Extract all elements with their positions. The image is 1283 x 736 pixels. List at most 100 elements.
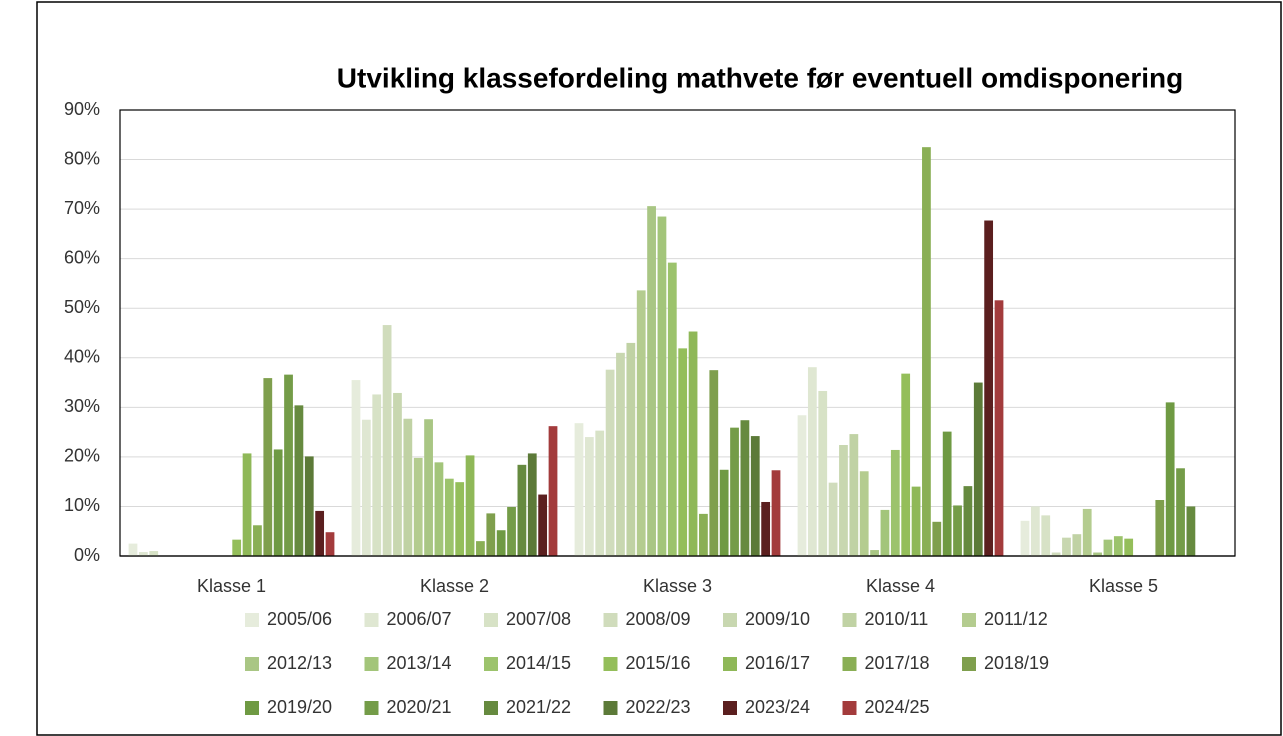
- bar: [973, 382, 983, 556]
- legend-swatch: [723, 701, 737, 715]
- x-tick-label: Klasse 3: [643, 576, 712, 596]
- legend-swatch: [364, 613, 379, 627]
- bar: [263, 378, 273, 556]
- legend-swatch: [484, 613, 498, 627]
- bar: [647, 206, 656, 557]
- bar: [818, 390, 828, 556]
- bar: [538, 494, 548, 556]
- bar: [839, 444, 848, 556]
- bar: [403, 418, 413, 556]
- bar: [994, 300, 1004, 556]
- bar: [1020, 520, 1030, 556]
- bar: [849, 434, 859, 556]
- bar: [424, 419, 433, 556]
- legend-swatch: [484, 701, 498, 715]
- legend-label: 2012/13: [267, 653, 332, 673]
- chart-title: Utvikling klassefordeling mathvete før e…: [337, 62, 1183, 93]
- legend-swatch: [842, 701, 857, 715]
- legend-label: 2024/25: [865, 697, 930, 717]
- legend-label: 2010/11: [865, 609, 929, 629]
- legend-label: 2005/06: [267, 609, 332, 629]
- bar: [138, 552, 148, 556]
- bar: [595, 430, 605, 556]
- bar: [242, 453, 252, 556]
- bar: [730, 427, 739, 556]
- bar: [325, 532, 335, 556]
- bar: [688, 331, 698, 556]
- bar: [476, 541, 485, 556]
- bar: [455, 482, 465, 556]
- y-tick-label: 90%: [64, 99, 100, 119]
- bar: [942, 431, 952, 556]
- legend-swatch: [245, 657, 259, 671]
- legend-label: 2011/12: [984, 609, 1048, 629]
- legend-label: 2020/21: [387, 697, 452, 717]
- legend-swatch: [245, 613, 259, 627]
- x-tick-label: Klasse 2: [420, 576, 489, 596]
- legend-swatch: [245, 701, 259, 715]
- bar: [870, 550, 879, 556]
- bar: [382, 325, 392, 556]
- x-tick-label: Klasse 4: [866, 576, 935, 596]
- x-tick-label: Klasse 5: [1089, 576, 1158, 596]
- bar: [963, 486, 973, 556]
- bar: [797, 415, 807, 556]
- bar: [548, 426, 558, 556]
- y-tick-label: 30%: [64, 396, 100, 416]
- bar: [1113, 536, 1123, 556]
- bar: [128, 543, 138, 556]
- bar: [807, 367, 817, 556]
- legend-label: 2007/08: [506, 609, 571, 629]
- bar: [1165, 402, 1175, 556]
- legend-swatch: [603, 657, 618, 671]
- bar: [1030, 506, 1040, 556]
- bar: [1176, 468, 1185, 556]
- bar: [740, 420, 750, 556]
- bar: [880, 509, 890, 556]
- bar: [584, 437, 594, 556]
- legend-label: 2019/20: [267, 697, 332, 717]
- bar: [657, 216, 667, 557]
- legend-label: 2023/24: [745, 697, 810, 717]
- x-tick-label: Klasse 1: [197, 576, 266, 596]
- legend-label: 2016/17: [745, 653, 810, 673]
- bar: [294, 405, 304, 556]
- bar: [1093, 552, 1102, 556]
- bar: [932, 521, 942, 556]
- legend-label: 2006/07: [387, 609, 452, 629]
- legend-label: 2021/22: [506, 697, 571, 717]
- y-tick-label: 80%: [64, 148, 100, 168]
- bar: [922, 147, 931, 556]
- bar: [1124, 538, 1134, 556]
- legend-label: 2014/15: [506, 653, 571, 673]
- bar: [771, 470, 781, 556]
- bar: [372, 394, 382, 556]
- bar: [1186, 506, 1196, 556]
- y-tick-label: 10%: [64, 495, 100, 515]
- bar: [434, 462, 444, 556]
- y-tick-label: 60%: [64, 247, 100, 267]
- bar: [149, 551, 159, 556]
- bar: [1072, 534, 1082, 556]
- bar: [750, 436, 760, 556]
- bar: [465, 455, 475, 556]
- bar: [527, 453, 537, 556]
- bar: [890, 449, 900, 556]
- bar: [709, 370, 719, 556]
- bar: [361, 419, 371, 556]
- bar: [901, 373, 911, 556]
- legend-label: 2015/16: [626, 653, 691, 673]
- bar: [761, 501, 771, 556]
- legend-label: 2009/10: [745, 609, 810, 629]
- y-tick-label: 20%: [64, 446, 100, 466]
- bar: [444, 478, 454, 556]
- legend-swatch: [484, 657, 498, 671]
- legend-swatch: [364, 657, 379, 671]
- bar: [413, 457, 423, 556]
- legend-swatch: [603, 701, 618, 715]
- bar: [393, 392, 402, 556]
- bar: [517, 464, 527, 556]
- y-tick-label: 40%: [64, 347, 100, 367]
- bar: [678, 348, 688, 556]
